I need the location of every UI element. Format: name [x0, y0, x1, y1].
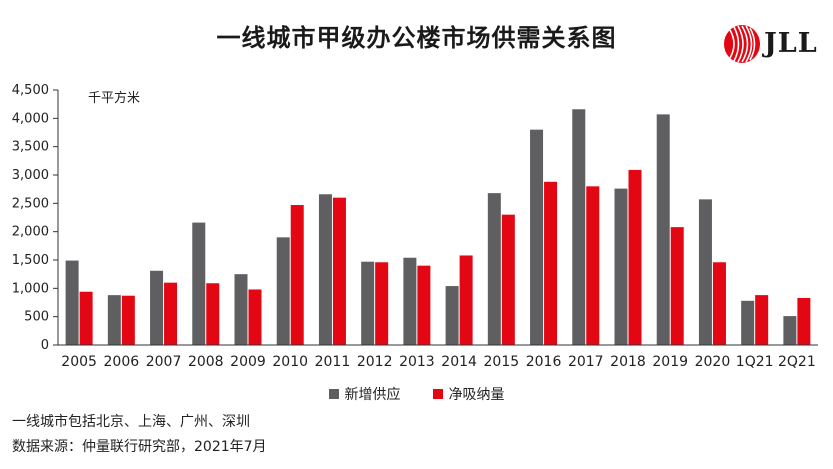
legend-item-absorption: 净吸纳量 — [432, 384, 505, 404]
x-tick-label: 2012 — [357, 354, 393, 370]
x-tick-label: 2013 — [399, 354, 435, 370]
y-tick-label: 1,000 — [12, 281, 49, 296]
bar-absorption-2014 — [459, 255, 473, 345]
x-tick-label: 2010 — [272, 354, 308, 370]
y-tick-label: 500 — [24, 310, 49, 325]
y-tick-label: 3,000 — [12, 168, 49, 183]
y-tick-label: 4,500 — [12, 83, 49, 98]
y-tick-label: 4,000 — [12, 111, 49, 126]
bar-supply-2008 — [192, 222, 206, 345]
bar-supply-2014 — [445, 286, 459, 345]
x-tick-label: 2011 — [315, 354, 351, 370]
legend-item-supply: 新增供应 — [328, 384, 401, 404]
bar-supply-2019 — [656, 114, 670, 345]
bar-absorption-1Q21 — [755, 295, 769, 345]
legend-label-supply: 新增供应 — [344, 387, 401, 403]
y-tick-label: 3,500 — [12, 140, 49, 155]
x-tick-label: 2014 — [441, 354, 477, 370]
bar-supply-1Q21 — [741, 300, 755, 345]
x-tick-label: 2Q21 — [778, 354, 816, 370]
x-tick-label: 2020 — [695, 354, 731, 370]
y-tick-label: 2,000 — [12, 225, 49, 240]
bar-absorption-2010 — [290, 205, 304, 345]
y-tick-label: 1,500 — [12, 253, 49, 268]
bar-supply-2015 — [487, 193, 501, 345]
bar-supply-2009 — [234, 274, 248, 345]
x-tick-label: 2017 — [568, 354, 604, 370]
bars — [65, 109, 811, 346]
bar-absorption-2019 — [670, 227, 684, 345]
logo-text: JLL — [764, 28, 818, 59]
y-tick-label: 2,500 — [12, 196, 49, 211]
bar-absorption-2009 — [248, 289, 262, 345]
bar-supply-2011 — [318, 194, 332, 345]
y-tick-label: 0 — [41, 338, 49, 353]
bar-absorption-2005 — [79, 291, 93, 345]
bar-supply-2016 — [530, 129, 544, 345]
bar-absorption-2018 — [628, 169, 642, 345]
bar-supply-2012 — [361, 261, 375, 345]
footnote-source: 数据来源：仲量联行研究部，2021年7月 — [12, 439, 267, 455]
x-tick-label: 2018 — [610, 354, 646, 370]
bar-absorption-2012 — [375, 262, 389, 345]
bar-supply-2020 — [698, 199, 712, 345]
bar-absorption-2007 — [164, 282, 178, 345]
x-tick-label: 2008 — [188, 354, 224, 370]
bar-supply-2017 — [572, 109, 586, 346]
footnote-cities: 一线城市包括北京、上海、广州、深圳 — [12, 414, 250, 430]
x-tick-label: 1Q21 — [736, 354, 774, 370]
legend-label-absorption: 净吸纳量 — [448, 387, 505, 403]
x-tick-label: 2019 — [652, 354, 688, 370]
bar-absorption-2017 — [586, 186, 600, 345]
x-tick-label: 2006 — [104, 354, 140, 370]
bar-absorption-2011 — [332, 197, 346, 345]
bar-supply-2006 — [107, 295, 121, 345]
bar-absorption-2020 — [712, 262, 726, 345]
jll-logo-icon — [724, 25, 760, 63]
x-tick-label: 2009 — [230, 354, 266, 370]
jll-logo-mark — [724, 25, 760, 63]
bar-supply-2013 — [403, 257, 417, 345]
y-axis: 0 500 1,000 1,500 2,000 2,500 3,000 3,500 4,000 4… — [12, 83, 59, 353]
x-tick-label: 2007 — [146, 354, 182, 370]
legend: 新增供应 净吸纳量 — [0, 384, 833, 404]
legend-swatch-absorption — [432, 389, 443, 399]
bar-absorption-2015 — [501, 214, 515, 345]
bar-absorption-2016 — [544, 181, 558, 345]
bar-supply-2007 — [150, 270, 164, 345]
x-tick-label: 2015 — [484, 354, 520, 370]
bar-supply-2018 — [614, 188, 628, 345]
legend-swatch-supply — [328, 389, 339, 399]
x-axis: 2005 2006 2007 2008 2009 2010 2011 2012 2013 2014… — [58, 344, 818, 370]
bar-absorption-2013 — [417, 265, 431, 345]
bar-supply-2005 — [65, 260, 79, 345]
bar-supply-2010 — [276, 237, 290, 345]
bar-supply-2Q21 — [783, 316, 797, 345]
bar-absorption-2Q21 — [797, 297, 811, 345]
chart-title: 一线城市甲级办公楼市场供需关系图 — [216, 24, 617, 52]
x-tick-label: 2016 — [526, 354, 562, 370]
bar-absorption-2008 — [206, 283, 220, 345]
x-tick-label: 2005 — [61, 354, 97, 370]
y-axis-unit-label: 千平方米 — [88, 91, 141, 106]
bar-absorption-2006 — [121, 295, 135, 345]
